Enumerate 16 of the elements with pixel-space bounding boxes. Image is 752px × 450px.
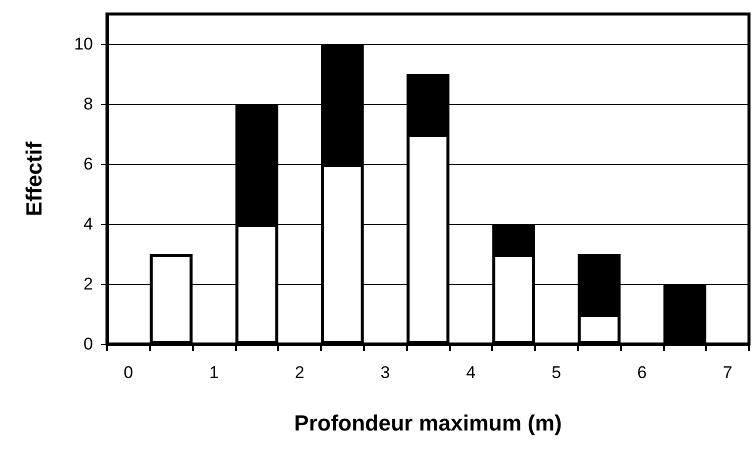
x-tick-label: 7: [722, 363, 732, 382]
y-tick-label: 6: [84, 154, 93, 174]
x-tick-label: 3: [380, 363, 390, 382]
y-tick-label: 0: [84, 334, 93, 354]
y-tick-label: 10: [74, 34, 93, 54]
x-axis-title: Profondeur maximum (m): [294, 410, 562, 436]
x-tick-label: 2: [294, 363, 304, 382]
x-tick-label: 0: [124, 363, 134, 382]
x-tick-label: 5: [552, 363, 562, 382]
y-tick-label: 2: [84, 274, 93, 294]
x-tick-label: 1: [209, 363, 219, 382]
y-tick-label: 8: [84, 94, 93, 114]
x-tick-label: 6: [637, 363, 647, 382]
y-tick-label: 4: [84, 214, 93, 234]
y-axis-title: Effectif: [22, 141, 46, 216]
x-tick-label: 4: [466, 363, 476, 382]
